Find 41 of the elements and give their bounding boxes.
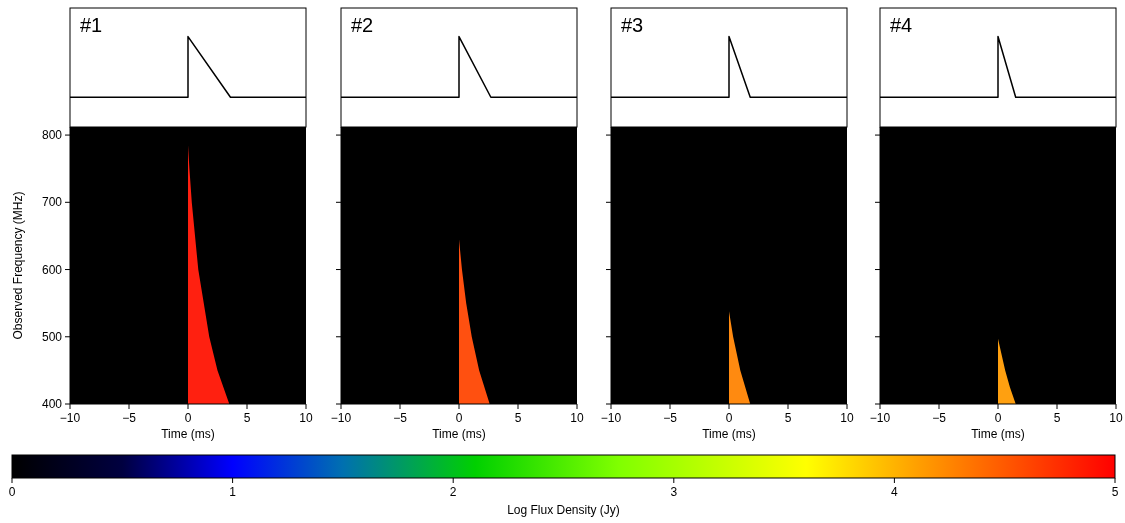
y-axis-title: Observed Frequency (MHz) [11, 191, 25, 340]
x-tick-label: 10 [1109, 411, 1123, 425]
color-bar-label: 2 [449, 485, 457, 499]
x-tick-label: 10 [840, 411, 854, 425]
color-bar-label: 1 [229, 485, 237, 499]
color-bar-label: 4 [891, 485, 899, 499]
x-axis-title: Time (ms) [161, 427, 215, 441]
x-axis-title: Time (ms) [971, 427, 1025, 441]
x-tick-label: −10 [330, 411, 352, 425]
y-tick-label: 400 [41, 397, 63, 411]
color-bar-title: Log Flux Density (Jy) [507, 503, 620, 517]
chart-title: #3 [621, 14, 644, 36]
x-tick-label: −5 [932, 411, 947, 425]
x-tick-label: 0 [455, 411, 463, 425]
x-tick-label: 0 [994, 411, 1002, 425]
x-tick-label: 5 [784, 411, 792, 425]
x-tick-label: 10 [299, 411, 313, 425]
x-tick-label: −5 [122, 411, 137, 425]
x-tick-label: 5 [243, 411, 251, 425]
color-bar-label: 5 [1111, 485, 1119, 499]
x-tick-label: −5 [663, 411, 678, 425]
x-tick-label: 10 [570, 411, 584, 425]
x-tick-label: −10 [869, 411, 891, 425]
color-bar-label: 0 [8, 485, 16, 499]
y-tick-label: 700 [41, 195, 63, 210]
x-tick-label: −10 [59, 411, 81, 425]
chart-title: #1 [80, 14, 103, 36]
x-tick-label: 5 [514, 411, 522, 425]
x-tick-label: 0 [725, 411, 733, 425]
y-tick-label: 600 [41, 262, 63, 277]
x-tick-label: 0 [184, 411, 192, 425]
y-tick-label: 500 [41, 329, 63, 344]
x-tick-label: −10 [600, 411, 622, 425]
x-tick-label: −5 [393, 411, 408, 425]
chart-title: #2 [351, 14, 374, 36]
y-tick-label: 800 [41, 128, 63, 143]
color-bar-label: 3 [670, 485, 678, 499]
x-tick-label: 5 [1053, 411, 1061, 425]
x-axis-title: Time (ms) [702, 427, 756, 441]
chart-title: #4 [890, 14, 913, 36]
x-axis-title: Time (ms) [432, 427, 486, 441]
